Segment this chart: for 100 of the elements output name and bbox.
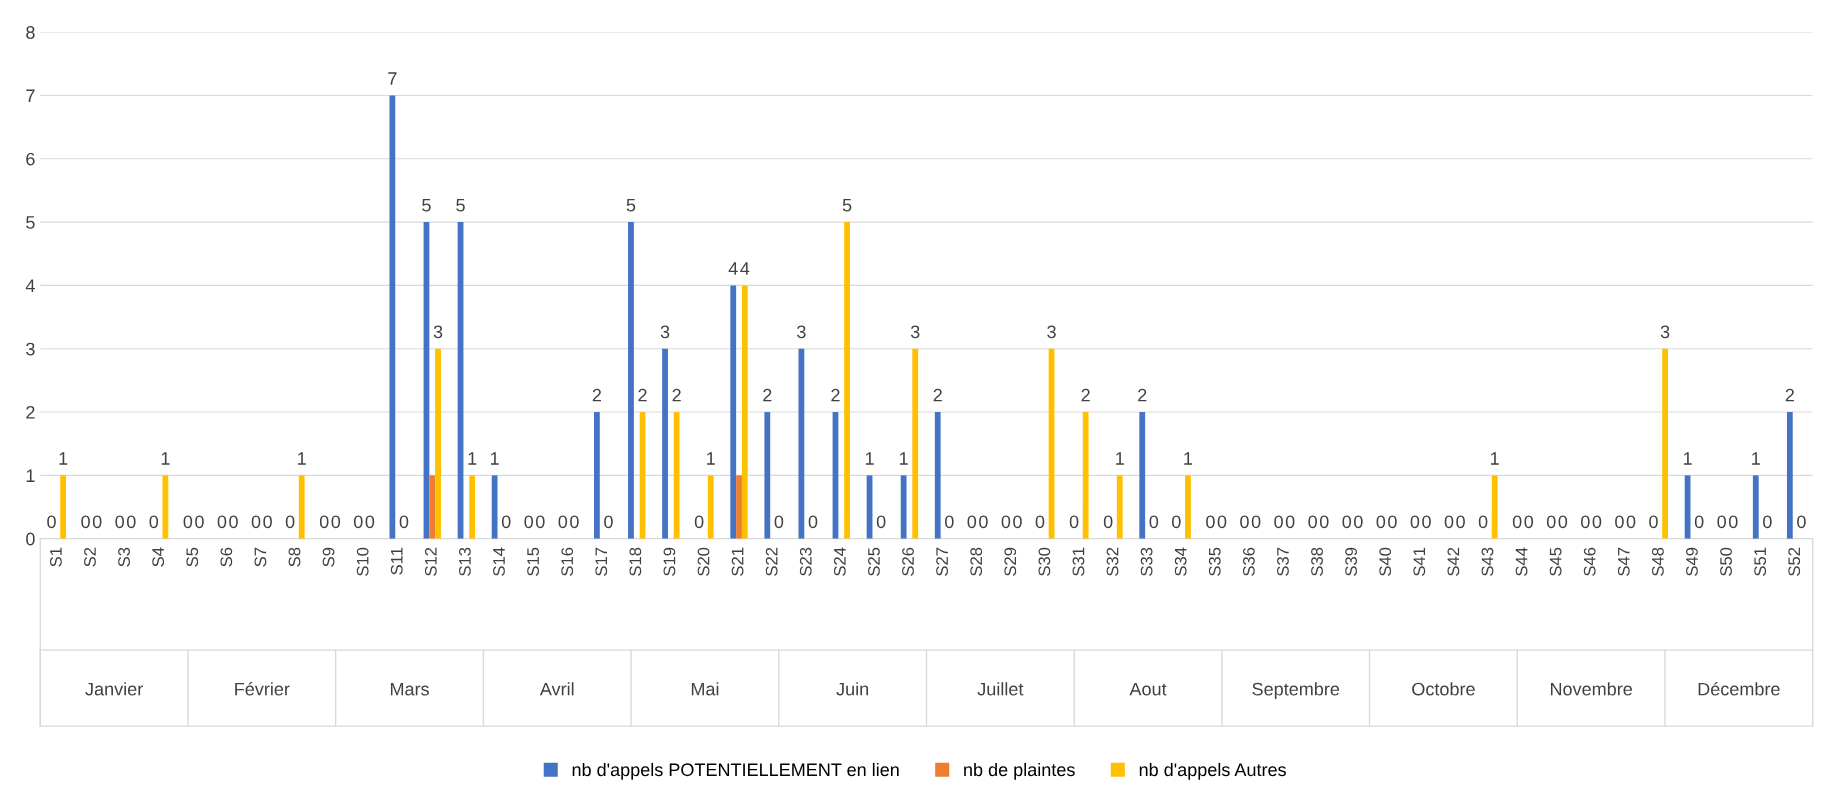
- data-label: 0: [1103, 515, 1113, 529]
- x-tick-label: S36: [1242, 547, 1255, 576]
- x-tick-label: S32: [1106, 547, 1119, 576]
- data-label: 0: [524, 515, 534, 529]
- data-label: 0: [285, 515, 295, 529]
- bar: [1662, 348, 1668, 539]
- data-label: 0: [92, 515, 102, 529]
- x-tick-label: S31: [1072, 547, 1085, 576]
- bar: [741, 285, 748, 539]
- data-label: 3: [910, 325, 920, 339]
- data-label: 0: [1592, 515, 1602, 529]
- y-tick-label: 5: [26, 216, 35, 229]
- bar: [429, 475, 436, 539]
- x-tick-label: S11: [390, 547, 403, 575]
- bar: [1786, 412, 1793, 539]
- bar: [1752, 475, 1759, 539]
- text: Aout: [1129, 682, 1167, 696]
- data-label: 0: [331, 515, 341, 529]
- data-label: 1: [900, 452, 908, 465]
- x-tick-label: S5: [186, 547, 199, 567]
- data-label: 0: [1354, 515, 1363, 529]
- text: Juillet: [977, 682, 1024, 696]
- x-tick-label: S3: [118, 547, 130, 567]
- data-label: 0: [967, 515, 977, 529]
- bar: [1491, 475, 1498, 539]
- y-tick-label: 4: [25, 279, 35, 292]
- data-label: 0: [1615, 515, 1624, 529]
- data-label: 1: [59, 452, 68, 465]
- data-label: 3: [1660, 325, 1670, 339]
- bar: [389, 95, 396, 539]
- data-label: 4: [728, 262, 738, 275]
- data-label: 0: [1342, 515, 1352, 529]
- x-tick-label: S29: [1004, 547, 1017, 576]
- data-label: 0: [126, 515, 136, 529]
- x-tick-label: S7: [254, 547, 267, 567]
- data-label: 0: [251, 515, 261, 529]
- x-tick-label: S33: [1140, 547, 1153, 576]
- data-label: 5: [422, 198, 431, 212]
- x-tick-label: S15: [527, 547, 539, 576]
- data-label: 0: [1251, 515, 1261, 529]
- data-label: 3: [1047, 325, 1056, 339]
- x-tick-label: S4: [152, 547, 165, 567]
- text: Mars: [390, 682, 429, 696]
- x-tick-label: S52: [1788, 547, 1801, 576]
- legend-label: nb d'appels POTENTIELLEMENT en lien: [572, 762, 899, 780]
- bar: [162, 475, 169, 539]
- data-label: 0: [1388, 515, 1397, 529]
- data-label: 0: [365, 515, 375, 529]
- data-label: 0: [195, 515, 204, 529]
- x-tick-label: S10: [356, 547, 369, 576]
- data-label: 1: [865, 452, 874, 465]
- data-label: 3: [797, 325, 806, 339]
- y-tick-label: 6: [26, 152, 35, 166]
- data-label: 2: [638, 388, 647, 402]
- x-tick-label: S46: [1583, 547, 1596, 576]
- data-label: 0: [47, 515, 56, 529]
- data-label: 0: [774, 515, 784, 529]
- x-tick-label: S17: [595, 547, 608, 576]
- data-label: 0: [81, 515, 90, 529]
- data-label: 4: [740, 262, 750, 275]
- data-label: 1: [468, 452, 477, 465]
- x-tick-label: S24: [833, 547, 846, 576]
- data-label: 0: [1717, 515, 1726, 529]
- data-label: 0: [229, 515, 238, 529]
- x-tick-label: S38: [1311, 547, 1323, 576]
- data-label: 3: [433, 325, 443, 339]
- data-label: 0: [1069, 515, 1079, 529]
- bar: [593, 412, 600, 539]
- data-label: 0: [535, 515, 545, 529]
- data-label: 0: [1626, 515, 1636, 529]
- data-label: 0: [1797, 515, 1806, 529]
- data-label: 1: [1752, 452, 1760, 465]
- data-label: 1: [1683, 452, 1692, 465]
- data-label: 0: [1694, 515, 1704, 529]
- x-tick-label: S37: [1277, 547, 1289, 576]
- x-tick-label: S45: [1549, 547, 1562, 576]
- x-tick-label: S44: [1515, 547, 1528, 576]
- x-tick-label: S26: [902, 547, 914, 576]
- bar: [1116, 475, 1123, 539]
- data-label: 0: [1478, 515, 1488, 529]
- data-label: 0: [1728, 515, 1738, 529]
- x-tick-label: S16: [561, 547, 574, 576]
- bar: [934, 412, 941, 539]
- text: Mai: [691, 682, 719, 696]
- bar: [736, 475, 742, 539]
- data-label: 0: [604, 515, 613, 529]
- x-tick-label: S51: [1754, 547, 1767, 576]
- bar: [1139, 412, 1146, 539]
- data-label: 5: [626, 198, 636, 212]
- data-label: 0: [1649, 515, 1658, 529]
- legend-label: nb d'appels Autres: [1139, 762, 1286, 780]
- x-tick-label: S28: [970, 547, 983, 576]
- data-label: 0: [319, 515, 329, 529]
- data-label: 2: [763, 388, 772, 402]
- x-tick-label: S22: [765, 547, 778, 576]
- y-tick-label: 1: [26, 469, 35, 482]
- x-tick-label: S30: [1038, 547, 1051, 576]
- bar: [491, 475, 498, 539]
- data-label: 0: [353, 515, 363, 529]
- data-label: 1: [1116, 452, 1124, 465]
